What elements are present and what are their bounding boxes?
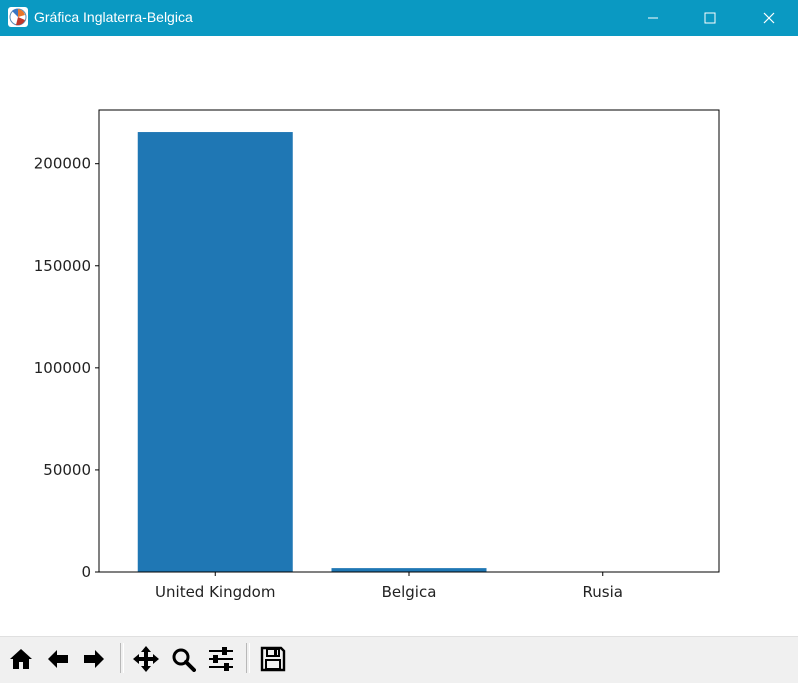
back-icon [48, 650, 68, 668]
minimize-button[interactable] [630, 0, 676, 36]
x-tick-label: Belgica [382, 583, 437, 601]
y-tick-label: 0 [81, 563, 91, 581]
bar [331, 568, 487, 572]
forward-button[interactable] [78, 643, 110, 675]
close-button[interactable] [746, 0, 792, 36]
save-icon [260, 646, 286, 672]
x-tick-label: United Kingdom [155, 583, 275, 601]
maximize-icon [704, 12, 716, 24]
home-icon [10, 649, 32, 669]
bar [137, 132, 293, 572]
y-tick-label: 150000 [34, 257, 91, 275]
y-tick-label: 200000 [34, 155, 91, 173]
configure-subplots-button[interactable] [205, 643, 237, 675]
configure-subplots-icon [209, 647, 233, 671]
close-icon [763, 12, 775, 24]
title-bar: Gráfica Inglaterra-Belgica [0, 0, 798, 36]
pan-icon [133, 646, 159, 672]
minimize-icon [648, 17, 658, 19]
save-button[interactable] [257, 643, 289, 675]
app-icon [8, 7, 28, 27]
pan-button[interactable] [130, 643, 162, 675]
zoom-icon [172, 648, 196, 672]
forward-icon [84, 650, 104, 668]
x-tick-label: Rusia [583, 583, 623, 601]
toolbar-separator [246, 643, 250, 673]
navigation-toolbar [0, 636, 798, 683]
maximize-button[interactable] [687, 0, 733, 36]
zoom-button[interactable] [167, 643, 199, 675]
bar-chart: 0 50000 100000 150000 200000 United Kingdom Be… [34, 109, 720, 601]
toolbar-separator [120, 643, 124, 673]
window-title: Gráfica Inglaterra-Belgica [34, 9, 193, 25]
back-button[interactable] [42, 643, 74, 675]
home-button[interactable] [5, 643, 37, 675]
y-tick-label: 100000 [34, 359, 91, 377]
y-tick-label: 50000 [43, 461, 91, 479]
figure-canvas[interactable]: 0 50000 100000 150000 200000 United Kingdom Be… [0, 36, 798, 636]
